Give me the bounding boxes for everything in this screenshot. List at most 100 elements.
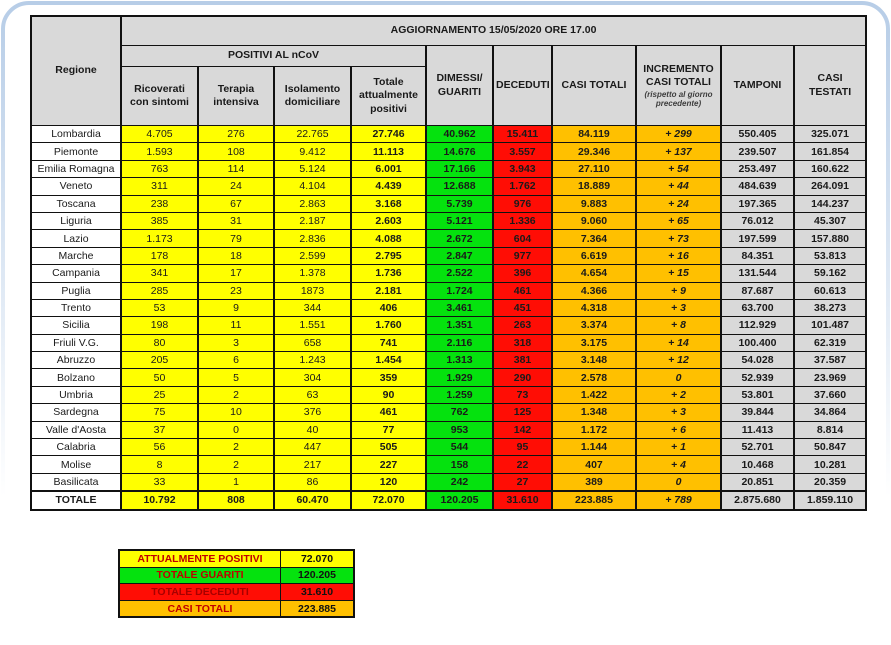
legend-value: 223.885 — [280, 599, 355, 618]
value-cell: 741 — [350, 333, 427, 353]
value-cell: 4.705 — [120, 124, 199, 144]
value-cell: 37.660 — [792, 385, 868, 405]
value-cell: 6.001 — [350, 159, 427, 179]
table-row: Veneto 311 24 4.104 4.439 12.688 1.762 18.889 + … — [30, 177, 868, 196]
value-cell: 389 — [551, 472, 637, 492]
value-cell: 27.110 — [551, 159, 637, 179]
value-cell: 1.336 — [492, 211, 553, 231]
value-cell: 217 — [273, 455, 352, 474]
table-row: Lazio 1.173 79 2.836 4.088 2.672 604 7.364 + 73 1… — [30, 229, 868, 248]
value-cell: 2.578 — [551, 368, 637, 387]
value-cell: 1 — [197, 472, 275, 492]
value-cell: 1.422 — [551, 385, 637, 405]
table-row: Liguria 385 31 2.187 2.603 5.121 1.336 9.060 + 6… — [30, 211, 868, 231]
value-cell: 977 — [492, 246, 553, 266]
value-cell: 376 — [273, 403, 352, 422]
table-row: Basilicata 33 1 86 120 242 27 389 0 20.851 20.359 — [30, 472, 868, 492]
value-cell: 75 — [120, 403, 199, 422]
region-cell: TOTALE — [30, 490, 122, 511]
value-cell: 3 — [197, 333, 275, 353]
value-cell: 158 — [425, 455, 494, 474]
column-header-deceduti: DECEDUTI — [492, 45, 553, 126]
value-cell: 34.864 — [792, 403, 868, 422]
value-cell: 54.028 — [720, 351, 795, 370]
value-cell: 762 — [425, 403, 494, 422]
legend-value: 120.205 — [280, 566, 355, 585]
value-cell: + 54 — [635, 159, 722, 179]
legend-label: ATTUALMENTE POSITIVI — [118, 549, 281, 568]
value-cell: 39.844 — [720, 403, 795, 422]
table-row: Piemonte 1.593 108 9.412 11.113 14.676 3.557 29… — [30, 142, 868, 161]
subheader-ricoverati: Ricoverati con sintomi — [120, 66, 199, 126]
value-cell: 197.599 — [720, 229, 795, 248]
value-cell: 2.181 — [350, 281, 427, 300]
legend-value: 72.070 — [280, 549, 355, 568]
value-cell: 1.859.110 — [792, 490, 868, 511]
column-header-casi-totali: CASI TOTALI — [551, 45, 637, 126]
value-cell: + 3 — [635, 403, 722, 422]
legend-row-totale-deceduti: TOTALE DECEDUTI 31.610 — [118, 583, 355, 601]
value-cell: 17.166 — [425, 159, 494, 179]
value-cell: 4.088 — [350, 229, 427, 248]
value-cell: 242 — [425, 472, 494, 492]
value-cell: 276 — [197, 124, 275, 144]
value-cell: 100.400 — [720, 333, 795, 353]
value-cell: 381 — [492, 351, 553, 370]
value-cell: 2.599 — [273, 246, 352, 266]
value-cell: 11.413 — [720, 420, 795, 440]
value-cell: 10.281 — [792, 455, 868, 474]
value-cell: 24 — [197, 177, 275, 196]
value-cell: 3.168 — [350, 194, 427, 213]
region-cell: Marche — [30, 246, 122, 266]
table-row: Molise 8 2 217 227 158 22 407 + 4 10.468 10.281 — [30, 455, 868, 474]
legend-row-attualmente-positivi: ATTUALMENTE POSITIVI 72.070 — [118, 549, 355, 568]
region-cell: Veneto — [30, 177, 122, 196]
value-cell: 205 — [120, 351, 199, 370]
region-cell: Valle d'Aosta — [30, 420, 122, 440]
table-row: Umbria 25 2 63 90 1.259 73 1.422 + 2 53.801 37.660 — [30, 385, 868, 405]
legend-label: CASI TOTALI — [118, 599, 281, 618]
value-cell: 125 — [492, 403, 553, 422]
table-row: Bolzano 50 5 304 359 1.929 290 2.578 0 52.939 23.9… — [30, 368, 868, 387]
value-cell: 53.801 — [720, 385, 795, 405]
value-cell: 5.121 — [425, 211, 494, 231]
value-cell: 9.412 — [273, 142, 352, 161]
value-cell: 31 — [197, 211, 275, 231]
value-cell: + 73 — [635, 229, 722, 248]
value-cell: 12.688 — [425, 177, 494, 196]
value-cell: 1.313 — [425, 351, 494, 370]
value-cell: 8.814 — [792, 420, 868, 440]
value-cell: 4.104 — [273, 177, 352, 196]
value-cell: 2.836 — [273, 229, 352, 248]
column-header-casi-testati: CASI TESTATI — [792, 45, 868, 126]
value-cell: 263 — [492, 316, 553, 335]
value-cell: 18.889 — [551, 177, 637, 196]
region-cell: Liguria — [30, 211, 122, 231]
value-cell: 953 — [425, 420, 494, 440]
value-cell: 2.603 — [350, 211, 427, 231]
value-cell: 9 — [197, 298, 275, 318]
value-cell: 53.813 — [792, 246, 868, 266]
table-row: Valle d'Aosta 37 0 40 77 953 142 1.172 + 6 11.413… — [30, 420, 868, 440]
summary-legend: ATTUALMENTE POSITIVI 72.070 TOTALE GUARI… — [118, 549, 355, 619]
value-cell: 178 — [120, 246, 199, 266]
value-cell: 10.792 — [120, 490, 199, 511]
region-cell: Lazio — [30, 229, 122, 248]
value-cell: 0 — [197, 420, 275, 440]
value-cell: 87.687 — [720, 281, 795, 300]
value-cell: 1.172 — [551, 420, 637, 440]
value-cell: 484.639 — [720, 177, 795, 196]
value-cell: 3.557 — [492, 142, 553, 161]
region-cell: Sardegna — [30, 403, 122, 422]
value-cell: 8 — [120, 455, 199, 474]
value-cell: 2.116 — [425, 333, 494, 353]
value-cell: 1.351 — [425, 316, 494, 335]
value-cell: + 2 — [635, 385, 722, 405]
value-cell: 1.551 — [273, 316, 352, 335]
column-header-dimessi-guariti: DIMESSI/ GUARITI — [425, 45, 494, 126]
table-row: Marche 178 18 2.599 2.795 2.847 977 6.619 + 16 84… — [30, 246, 868, 266]
value-cell: + 4 — [635, 455, 722, 474]
value-cell: 396 — [492, 264, 553, 283]
value-cell: 144.237 — [792, 194, 868, 213]
value-cell: 29.346 — [551, 142, 637, 161]
